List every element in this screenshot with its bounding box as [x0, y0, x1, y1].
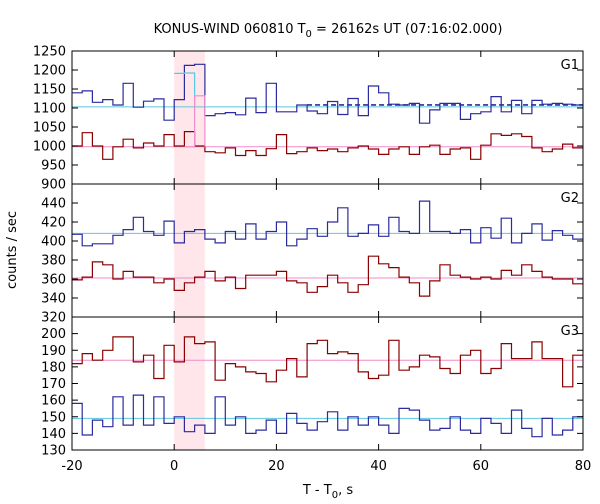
g1-blue-counts-series	[72, 63, 583, 124]
highlight-layer	[174, 51, 205, 450]
g3-blue-counts-series	[72, 394, 583, 438]
x-tick-label: 0	[170, 459, 178, 474]
g2-ytick-label: 440	[41, 197, 66, 212]
g3-ytick-label: 170	[41, 377, 66, 392]
g2-ytick-label: 340	[41, 292, 66, 307]
g1-ytick-label: 1100	[33, 102, 66, 117]
g1-pink-peak-overlay	[184, 95, 206, 148]
g1-ytick-label: 1000	[33, 140, 66, 155]
g2-ytick-label: 400	[41, 235, 66, 250]
g3-ytick-label: 160	[41, 394, 66, 409]
g3-ytick-label: 200	[41, 327, 66, 342]
g2-ytick-label: 380	[41, 254, 66, 269]
g3-red-counts-series	[72, 336, 583, 388]
panel-g2	[72, 200, 583, 297]
g1-ytick-label: 1050	[33, 121, 66, 136]
g3-ytick-label: 130	[41, 444, 66, 459]
panel-g1	[72, 63, 583, 160]
data-layer	[72, 63, 583, 438]
x-tick-label: 40	[370, 459, 387, 474]
chart-title: KONUS-WIND 060810 T0 = 26162s UT (07:16:…	[154, 22, 503, 40]
g1-ytick-label: 1150	[33, 83, 66, 98]
g3-ytick-label: 180	[41, 360, 66, 375]
g3-ytick-label: 190	[41, 344, 66, 359]
panel-g2-label: G2	[561, 191, 579, 206]
x-tick-label: 80	[575, 459, 592, 474]
g3-ytick-label: 140	[41, 427, 66, 442]
g2-ytick-label: 360	[41, 273, 66, 288]
g1-ytick-label: 1250	[33, 45, 66, 60]
g1-ytick-label: 1200	[33, 64, 66, 79]
highlight-interval	[174, 51, 205, 450]
g3-ytick-label: 150	[41, 410, 66, 425]
g1-ytick-label: 950	[41, 159, 66, 174]
g2-blue-counts-series	[72, 200, 583, 247]
label-layer: KONUS-WIND 060810 T0 = 26162s UT (07:16:…	[5, 22, 592, 501]
panel-g1-frame	[71, 50, 584, 185]
x-tick-label: -20	[61, 459, 82, 474]
g2-ytick-label: 320	[41, 311, 66, 326]
g1-red-counts-series	[72, 131, 583, 160]
panel-g3	[72, 336, 583, 438]
x-axis-label: T - T0, s	[302, 483, 353, 500]
frame-layer	[71, 50, 584, 451]
panel-g3-label: G3	[561, 324, 579, 339]
g2-red-counts-series	[72, 255, 583, 297]
g1-ytick-label: 900	[41, 178, 66, 193]
panel-g2-frame	[71, 183, 584, 318]
g1-cyan-peak-overlay	[174, 72, 196, 107]
x-tick-label: 20	[268, 459, 285, 474]
x-tick-label: 60	[473, 459, 490, 474]
y-axis-label: counts / sec	[5, 211, 20, 289]
panel-g1-label: G1	[561, 58, 579, 73]
g2-ytick-label: 420	[41, 216, 66, 231]
panel-g3-frame	[71, 316, 584, 451]
